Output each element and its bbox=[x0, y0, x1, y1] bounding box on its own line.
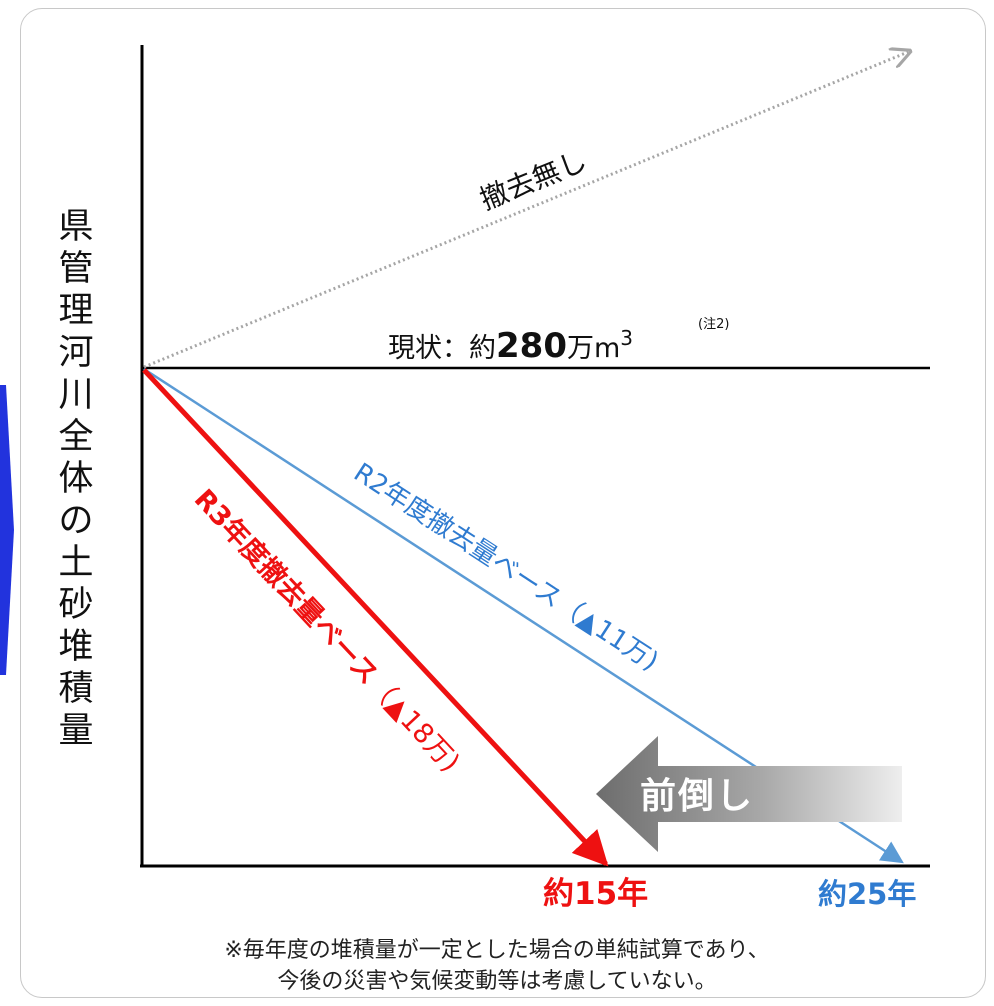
y-axis-label-char: 砂 bbox=[58, 585, 94, 625]
no-removal-line bbox=[143, 52, 908, 369]
r2-label: R2年度撤去量ベース（▲11万) bbox=[348, 458, 663, 677]
y-axis-label-char: の bbox=[58, 501, 94, 541]
footnote-line-1: ※毎年度の堆積量が一定とした場合の単純試算であり、 bbox=[224, 938, 770, 963]
y-axis-label-char: 体 bbox=[58, 459, 94, 499]
r3-line bbox=[142, 368, 609, 867]
end-label-r3: 約15年 bbox=[543, 876, 648, 912]
y-axis-label-char: 量 bbox=[58, 711, 94, 751]
current-note: (注2) bbox=[698, 317, 729, 332]
y-axis-label-char: 管 bbox=[58, 249, 94, 289]
current-superscript: 3 bbox=[620, 326, 633, 350]
y-axis-label-char: 積 bbox=[58, 669, 94, 709]
r3-label-main: R3年度撤去量ベース bbox=[188, 483, 385, 691]
r2-label-amount: ▲11万) bbox=[572, 603, 663, 677]
advance-arrow bbox=[596, 736, 902, 852]
y-axis-label-char: 県 bbox=[58, 207, 94, 247]
y-axis-label-char: 理 bbox=[58, 291, 94, 331]
y-axis-label-char: 河 bbox=[58, 333, 94, 373]
r3-label-amount: （▲18万) bbox=[361, 670, 465, 779]
left-blue-arrow-shape bbox=[0, 385, 14, 675]
current-level-label: 現状：約280万m3 bbox=[388, 326, 633, 366]
r2-label-main: R2年度撤去量ベース（ bbox=[348, 458, 589, 629]
y-axis-label-char: 全 bbox=[58, 417, 94, 457]
y-axis-label-char: 堆 bbox=[58, 627, 94, 667]
y-axis-label-char: 土 bbox=[58, 543, 94, 583]
current-unit: 万m bbox=[567, 333, 620, 364]
y-axis-label-char: 川 bbox=[58, 375, 94, 415]
end-label-r2: 約25年 bbox=[818, 877, 916, 911]
advance-label: 前倒し bbox=[640, 776, 754, 817]
footnote: ※毎年度の堆積量が一定とした場合の単純試算であり、 今後の災害や気候変動等は考慮… bbox=[0, 935, 994, 997]
current-value: 280 bbox=[496, 326, 567, 366]
diagram-frame bbox=[20, 8, 986, 998]
footnote-line-2: 今後の災害や気候変動等は考慮していない。 bbox=[277, 969, 717, 994]
current-prefix: 現状：約 bbox=[388, 333, 496, 364]
